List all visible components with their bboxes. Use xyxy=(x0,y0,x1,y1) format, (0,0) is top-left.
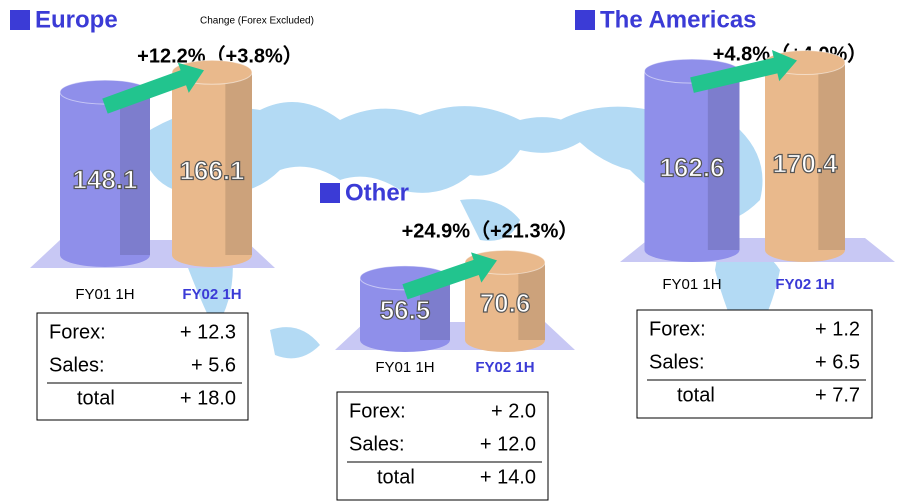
breakdown-label: total xyxy=(77,387,115,409)
chart-title: Europe xyxy=(35,6,118,33)
value-label: 166.1 xyxy=(179,156,244,186)
category-label: FY02 1H xyxy=(475,359,534,376)
breakdown-value: + 2.0 xyxy=(491,400,536,422)
category-label: FY01 1H xyxy=(75,286,134,303)
cylinder-shade xyxy=(225,72,252,255)
breakdown-label: total xyxy=(677,384,715,406)
breakdown-label: Forex: xyxy=(649,318,706,340)
cylinder-body xyxy=(172,72,252,255)
cylinder-body xyxy=(765,62,845,251)
breakdown-box xyxy=(336,391,549,501)
value-label: 162.6 xyxy=(659,152,724,182)
breakdown-label: Sales: xyxy=(649,351,705,373)
category-label: FY02 1H xyxy=(182,286,241,303)
breakdown-value: + 12.0 xyxy=(480,433,536,455)
cylinder-bar xyxy=(644,58,740,262)
chart-title: Other xyxy=(345,179,409,206)
cylinder-bar xyxy=(464,249,546,352)
value-label: 170.4 xyxy=(772,149,838,179)
breakdown-label: Forex: xyxy=(49,321,106,343)
breakdown-box xyxy=(36,312,249,421)
cylinder-bar xyxy=(764,50,846,262)
chart-title: The Americas xyxy=(600,6,757,33)
breakdown-value: + 12.3 xyxy=(180,321,236,343)
cylinder-body xyxy=(644,71,740,250)
note: Change (Forex Excluded) xyxy=(200,16,314,27)
category-label: FY01 1H xyxy=(375,359,434,376)
cylinder-shade xyxy=(818,62,845,251)
breakdown-label: Forex: xyxy=(349,400,406,422)
change-arrow xyxy=(402,252,497,300)
annotation: +12.2%（+3.8%） xyxy=(137,44,303,67)
cylinder-bar xyxy=(171,59,253,267)
breakdown-value: + 18.0 xyxy=(180,387,236,409)
cylinder-shade xyxy=(518,262,545,340)
value-label: 56.5 xyxy=(380,295,431,325)
breakdown-label: Sales: xyxy=(49,354,105,376)
cylinder-body xyxy=(60,92,150,255)
annotation: +24.9%（+21.3%） xyxy=(402,219,579,242)
breakdown-label: Sales: xyxy=(349,433,405,455)
breakdown-value: + 5.6 xyxy=(191,354,236,376)
change-arrow xyxy=(102,62,204,114)
value-label: 70.6 xyxy=(480,288,531,318)
cylinder-body xyxy=(465,262,545,340)
breakdown-label: total xyxy=(377,466,415,488)
breakdown-value: + 7.7 xyxy=(815,384,860,406)
cylinder-shade xyxy=(120,92,150,255)
breakdown-value: + 1.2 xyxy=(815,318,860,340)
title-marker xyxy=(10,10,30,30)
title-marker xyxy=(575,10,595,30)
breakdown-value: + 14.0 xyxy=(480,466,536,488)
value-label: 148.1 xyxy=(72,165,137,195)
breakdown-value: + 6.5 xyxy=(815,351,860,373)
cylinder-bar xyxy=(59,79,151,267)
breakdown-box xyxy=(636,309,873,419)
category-label: FY02 1H xyxy=(775,276,834,293)
cylinder-shade xyxy=(707,71,740,250)
category-label: FY01 1H xyxy=(662,276,721,293)
change-arrow xyxy=(690,49,797,93)
title-marker xyxy=(320,183,340,203)
